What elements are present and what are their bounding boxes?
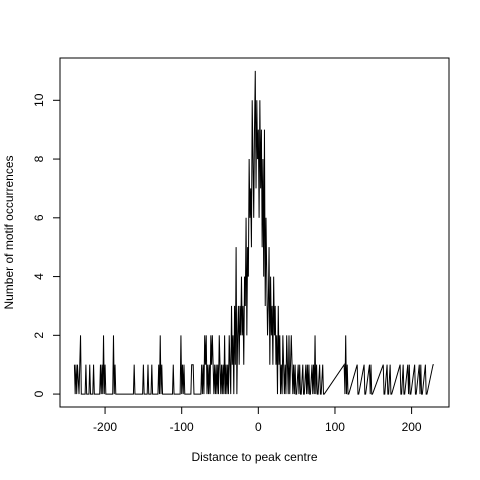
- y-tick-label: 2: [32, 332, 46, 339]
- y-tick-label: 0: [32, 390, 46, 397]
- x-tick-label: 100: [325, 420, 345, 434]
- y-axis-label: Number of motif occurrences: [2, 155, 16, 309]
- x-tick-label: -200: [93, 420, 117, 434]
- y-tick-label: 10: [32, 93, 46, 107]
- data-line: [73, 70, 434, 395]
- y-tick-label: 4: [32, 273, 46, 280]
- x-tick-label: 200: [402, 420, 422, 434]
- y-tick-label: 8: [32, 155, 46, 162]
- x-tick-label: -100: [170, 420, 194, 434]
- y-tick-label: 6: [32, 214, 46, 221]
- x-tick-label: 0: [255, 420, 262, 434]
- x-axis-label: Distance to peak centre: [191, 450, 317, 464]
